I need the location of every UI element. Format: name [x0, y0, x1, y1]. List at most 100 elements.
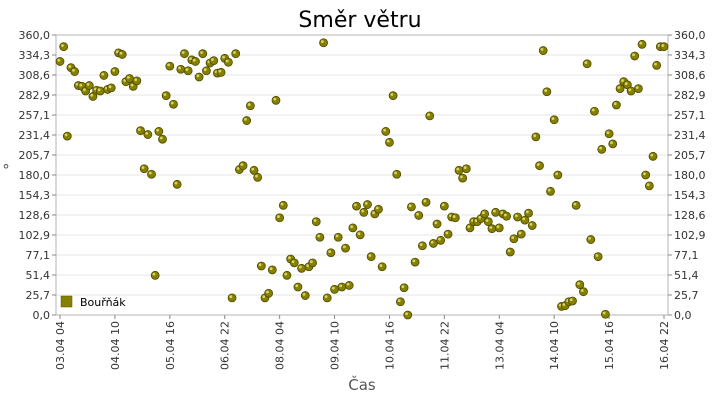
- data-point-highlight: [500, 211, 504, 215]
- data-point: [439, 201, 449, 211]
- data-point: [198, 49, 208, 59]
- data-point-highlight: [353, 203, 357, 207]
- data-point-highlight: [313, 219, 317, 222]
- data-point-highlight: [456, 167, 460, 171]
- data-point: [553, 170, 563, 180]
- data-point: [315, 232, 325, 242]
- data-point: [297, 263, 307, 273]
- data-point: [377, 262, 387, 272]
- data-point-highlight: [507, 249, 511, 253]
- data-point-highlight: [394, 171, 397, 175]
- data-point-highlight: [126, 75, 130, 79]
- y-tick-label-right: 102,9: [674, 229, 706, 242]
- data-point: [125, 74, 134, 83]
- data-point: [502, 211, 511, 221]
- data-point: [608, 139, 618, 149]
- data-point: [330, 284, 339, 294]
- data-point-highlight: [650, 153, 654, 157]
- data-point: [136, 126, 145, 136]
- data-point-highlight: [222, 55, 225, 59]
- data-point-highlight: [430, 240, 434, 244]
- data-point: [637, 39, 647, 49]
- data-point: [626, 86, 636, 96]
- data-point-highlight: [288, 256, 291, 260]
- data-point-highlight: [236, 166, 240, 170]
- data-point: [597, 144, 607, 154]
- y-tick-label: 128,6: [19, 209, 51, 222]
- data-point-highlight: [357, 232, 361, 236]
- data-point: [59, 42, 69, 52]
- data-point: [366, 252, 376, 262]
- data-point: [542, 87, 552, 97]
- data-point-highlight: [163, 93, 167, 96]
- data-point: [363, 200, 372, 209]
- data-point: [601, 309, 610, 319]
- data-point-highlight: [174, 181, 178, 185]
- data-point-highlight: [551, 117, 555, 120]
- data-point-highlight: [277, 215, 280, 218]
- data-point: [275, 213, 285, 223]
- data-point-highlight: [295, 284, 299, 288]
- data-point: [355, 230, 365, 240]
- data-point: [392, 169, 402, 179]
- data-point: [388, 91, 398, 101]
- legend-swatch: [60, 295, 73, 308]
- data-point: [289, 258, 299, 268]
- data-point-highlight: [467, 225, 471, 229]
- data-point-highlight: [115, 50, 119, 54]
- data-point: [571, 200, 581, 210]
- data-point: [253, 172, 263, 182]
- data-point-highlight: [438, 237, 441, 241]
- data-point-highlight: [606, 131, 610, 134]
- data-point: [176, 64, 186, 74]
- data-point-highlight: [639, 41, 643, 45]
- y-tick-label: 334,3: [19, 49, 51, 62]
- data-point-highlight: [522, 217, 526, 221]
- data-point-highlight: [628, 88, 632, 92]
- data-point-highlight: [240, 163, 244, 166]
- data-point-highlight: [101, 72, 105, 76]
- data-point: [271, 95, 281, 105]
- data-point: [612, 100, 621, 110]
- data-point-highlight: [112, 68, 116, 72]
- data-point-highlight: [203, 68, 207, 71]
- data-point-highlight: [167, 63, 171, 67]
- data-point-highlight: [335, 234, 339, 238]
- data-point: [333, 232, 343, 242]
- data-point-highlight: [580, 289, 584, 292]
- data-point: [586, 235, 596, 244]
- x-tick-label: 14.04 10: [548, 321, 561, 370]
- data-point: [110, 67, 120, 76]
- data-point: [549, 115, 559, 125]
- data-point-highlight: [218, 69, 222, 73]
- data-point-highlight: [525, 210, 529, 214]
- y-tick-label: 308,6: [19, 69, 51, 82]
- data-point-highlight: [496, 225, 500, 229]
- data-point-highlight: [255, 174, 258, 178]
- data-point: [326, 248, 336, 258]
- data-point: [568, 296, 577, 306]
- data-point: [352, 201, 361, 211]
- data-point: [180, 49, 189, 59]
- data-point-highlight: [408, 204, 412, 208]
- data-point-highlight: [643, 172, 646, 176]
- data-point-highlight: [152, 272, 156, 276]
- data-point-highlight: [577, 282, 581, 285]
- data-point-highlight: [247, 103, 251, 106]
- data-point-highlight: [419, 243, 423, 246]
- data-point: [590, 106, 599, 116]
- data-point-highlight: [145, 131, 149, 135]
- y-tick-label: 180,0: [19, 169, 51, 182]
- data-point-highlight: [244, 117, 247, 121]
- data-points: [55, 38, 669, 320]
- data-point-highlight: [130, 83, 134, 87]
- data-point-highlight: [482, 211, 485, 215]
- data-point: [95, 86, 105, 96]
- data-point: [396, 297, 405, 307]
- data-point-highlight: [196, 74, 200, 78]
- data-point-highlight: [518, 231, 522, 235]
- data-point: [191, 57, 200, 66]
- y-tick-label: 102,9: [19, 229, 51, 242]
- data-point: [381, 127, 391, 136]
